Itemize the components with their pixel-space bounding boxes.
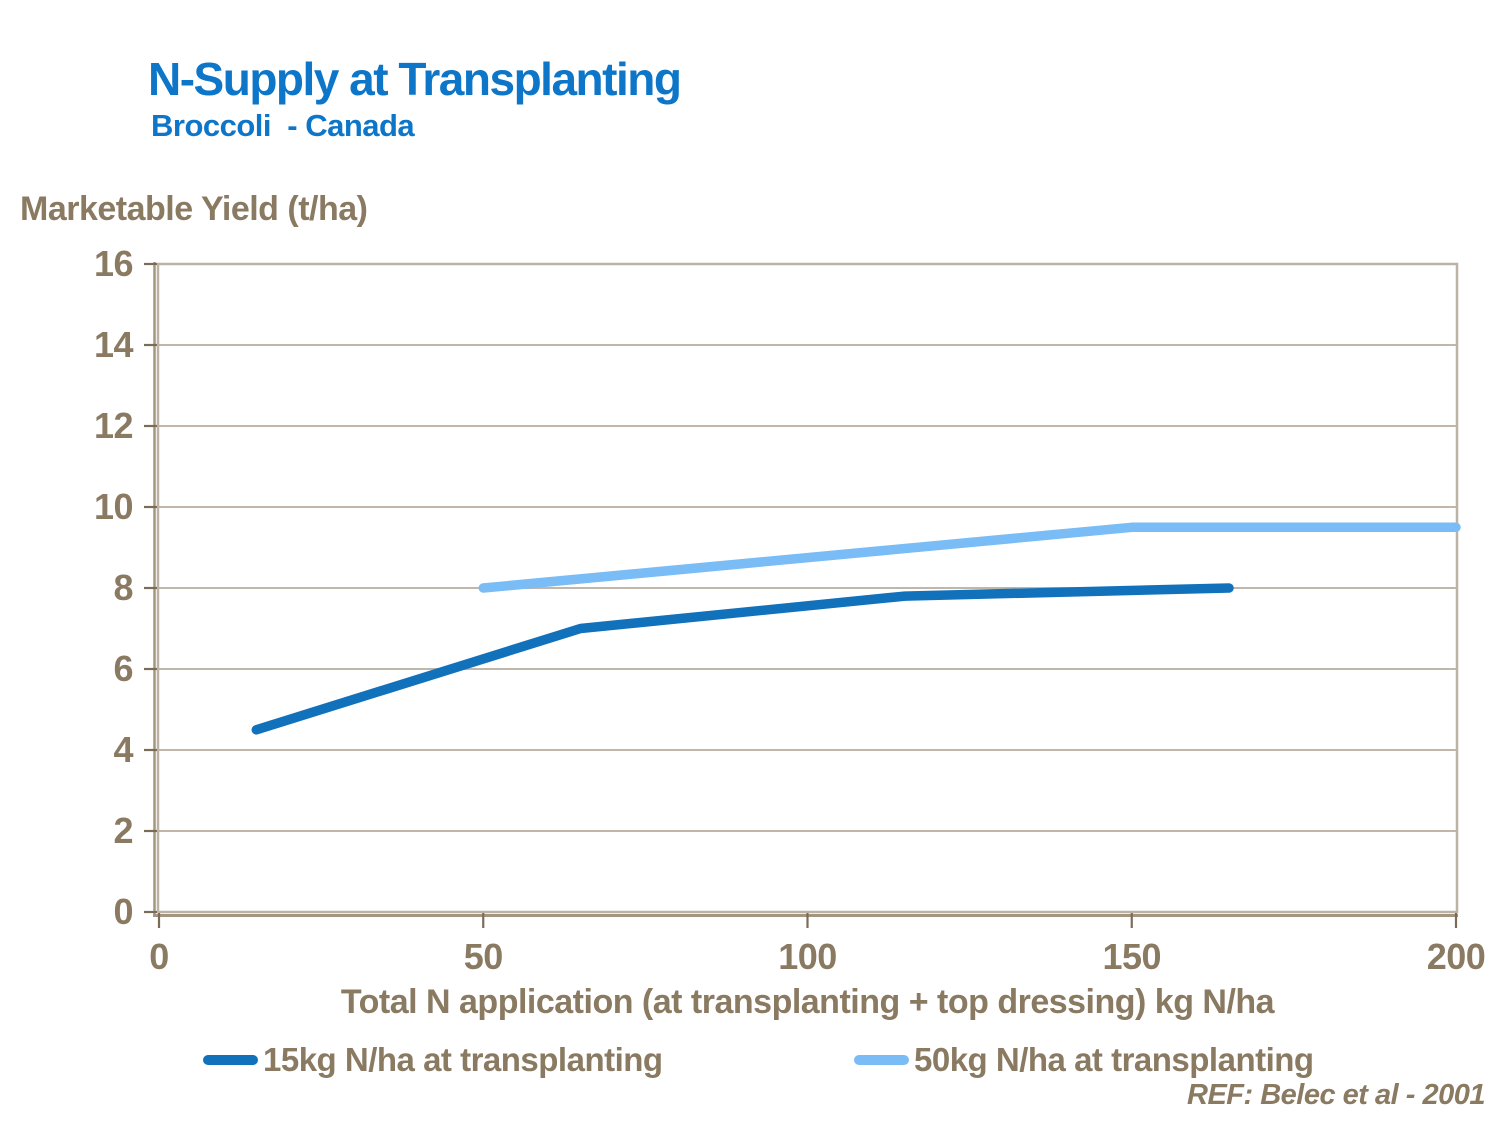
legend-item-15kg: 15kg N/ha at transplanting [203,1040,663,1080]
series-line-15kg [251,583,1234,735]
y-tick-label-10: 10 [93,486,134,527]
y-tick-label-14: 14 [93,324,134,365]
y-tick-label-6: 6 [113,648,133,689]
y-tick-label-12: 12 [93,405,134,446]
y-axis-title: Marketable Yield (t/ha) [20,190,368,228]
x-tick-label-200: 200 [1426,936,1486,977]
x-axis-title: Total N application (at transplanting + … [340,983,1275,1021]
x-tick-label-50: 50 [463,936,504,977]
series-line-50kg [478,522,1461,593]
y-tick-label-4: 4 [113,729,133,770]
x-tick-label-100: 100 [778,936,837,977]
y-tick-label-0: 0 [113,891,133,932]
y-tick-label-16: 16 [93,243,134,284]
legend-item-50kg: 50kg N/ha at transplanting [854,1040,1314,1080]
chart-subtitle: Broccoli - Canada [151,108,415,143]
reference-text: REF: Belec et al - 2001 [1187,1079,1485,1111]
chart-title: N-Supply at Transplanting [148,53,682,105]
legend-label-50kg: 50kg N/ha at transplanting [914,1041,1314,1078]
x-tick-label-0: 0 [149,936,169,977]
legend-label-15kg: 15kg N/ha at transplanting [263,1041,663,1078]
x-tick-label-150: 150 [1102,936,1162,977]
plot-border [156,262,1459,914]
legend-dash-icon-50kg [854,1055,909,1065]
y-tick-label-2: 2 [113,810,133,851]
legend-dash-icon-15kg [203,1055,258,1065]
y-tick-label-8: 8 [113,567,133,608]
